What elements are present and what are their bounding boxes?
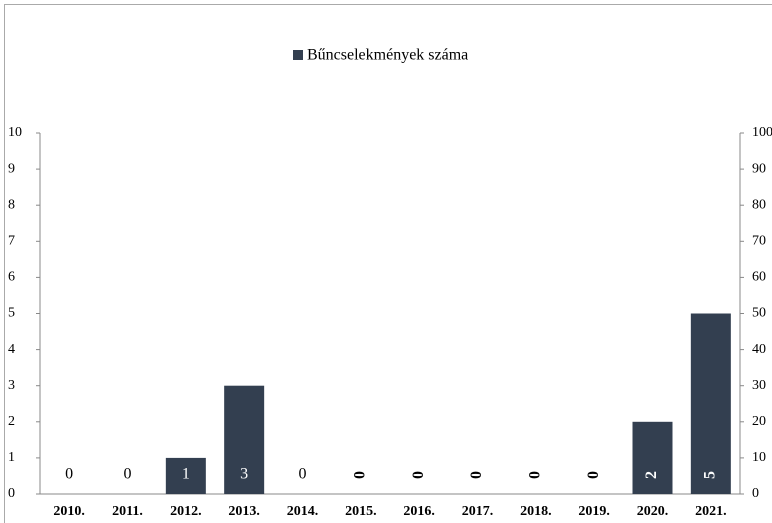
data-label: 0 <box>468 471 485 479</box>
bar <box>165 457 206 494</box>
y2-tick-label: 80 <box>752 197 766 212</box>
y2-tick-label: 20 <box>752 414 766 429</box>
y-tick-label: 7 <box>8 234 15 249</box>
x-tick-label: 2021. <box>695 504 727 519</box>
y2-tick-label: 50 <box>752 306 766 321</box>
y-tick-label: 8 <box>8 197 15 212</box>
y2-tick-label: 60 <box>752 270 766 285</box>
y-tick-label: 4 <box>8 342 15 357</box>
data-label: 0 <box>527 471 544 479</box>
x-tick-label: 2017. <box>462 504 494 519</box>
data-label: 0 <box>65 466 73 483</box>
x-tick-label: 2013. <box>228 504 260 519</box>
bar <box>690 313 731 494</box>
data-label: 0 <box>410 471 427 479</box>
x-tick-label: 2015. <box>345 504 377 519</box>
x-tick-label: 2010. <box>53 504 85 519</box>
y-tick-label: 6 <box>8 270 15 285</box>
legend-label: Bűncselekmények száma <box>307 47 468 64</box>
data-label: 0 <box>299 466 307 483</box>
data-label: 5 <box>702 471 719 479</box>
data-label: 1 <box>182 466 190 483</box>
legend-swatch <box>293 50 303 60</box>
y2-tick-label: 30 <box>752 378 766 393</box>
data-label: 2 <box>643 471 660 479</box>
data-label: 0 <box>352 471 369 479</box>
chart-border <box>4 4 772 523</box>
data-label: 3 <box>240 466 248 483</box>
y-tick-label: 9 <box>8 161 15 176</box>
y-tick-label: 0 <box>8 486 15 501</box>
y-tick-label: 2 <box>8 414 15 429</box>
x-tick-label: 2016. <box>403 504 435 519</box>
y2-tick-label: 40 <box>752 342 766 357</box>
data-label: 0 <box>585 471 602 479</box>
y-tick-label: 1 <box>8 450 15 465</box>
y2-tick-label: 100 <box>752 125 772 140</box>
bar <box>224 385 265 494</box>
bar <box>632 421 673 494</box>
y-tick-label: 5 <box>8 306 15 321</box>
y-tick-label: 3 <box>8 378 15 393</box>
data-label: 0 <box>124 466 132 483</box>
x-tick-label: 2012. <box>170 504 202 519</box>
y2-tick-label: 10 <box>752 450 766 465</box>
x-tick-label: 2019. <box>578 504 610 519</box>
y2-tick-label: 70 <box>752 234 766 249</box>
y2-tick-label: 90 <box>752 161 766 176</box>
x-tick-label: 2020. <box>637 504 669 519</box>
x-tick-label: 2014. <box>287 504 319 519</box>
y2-tick-label: 0 <box>752 486 759 501</box>
y-tick-label: 10 <box>8 125 22 140</box>
x-tick-label: 2011. <box>112 504 143 519</box>
x-tick-label: 2018. <box>520 504 552 519</box>
